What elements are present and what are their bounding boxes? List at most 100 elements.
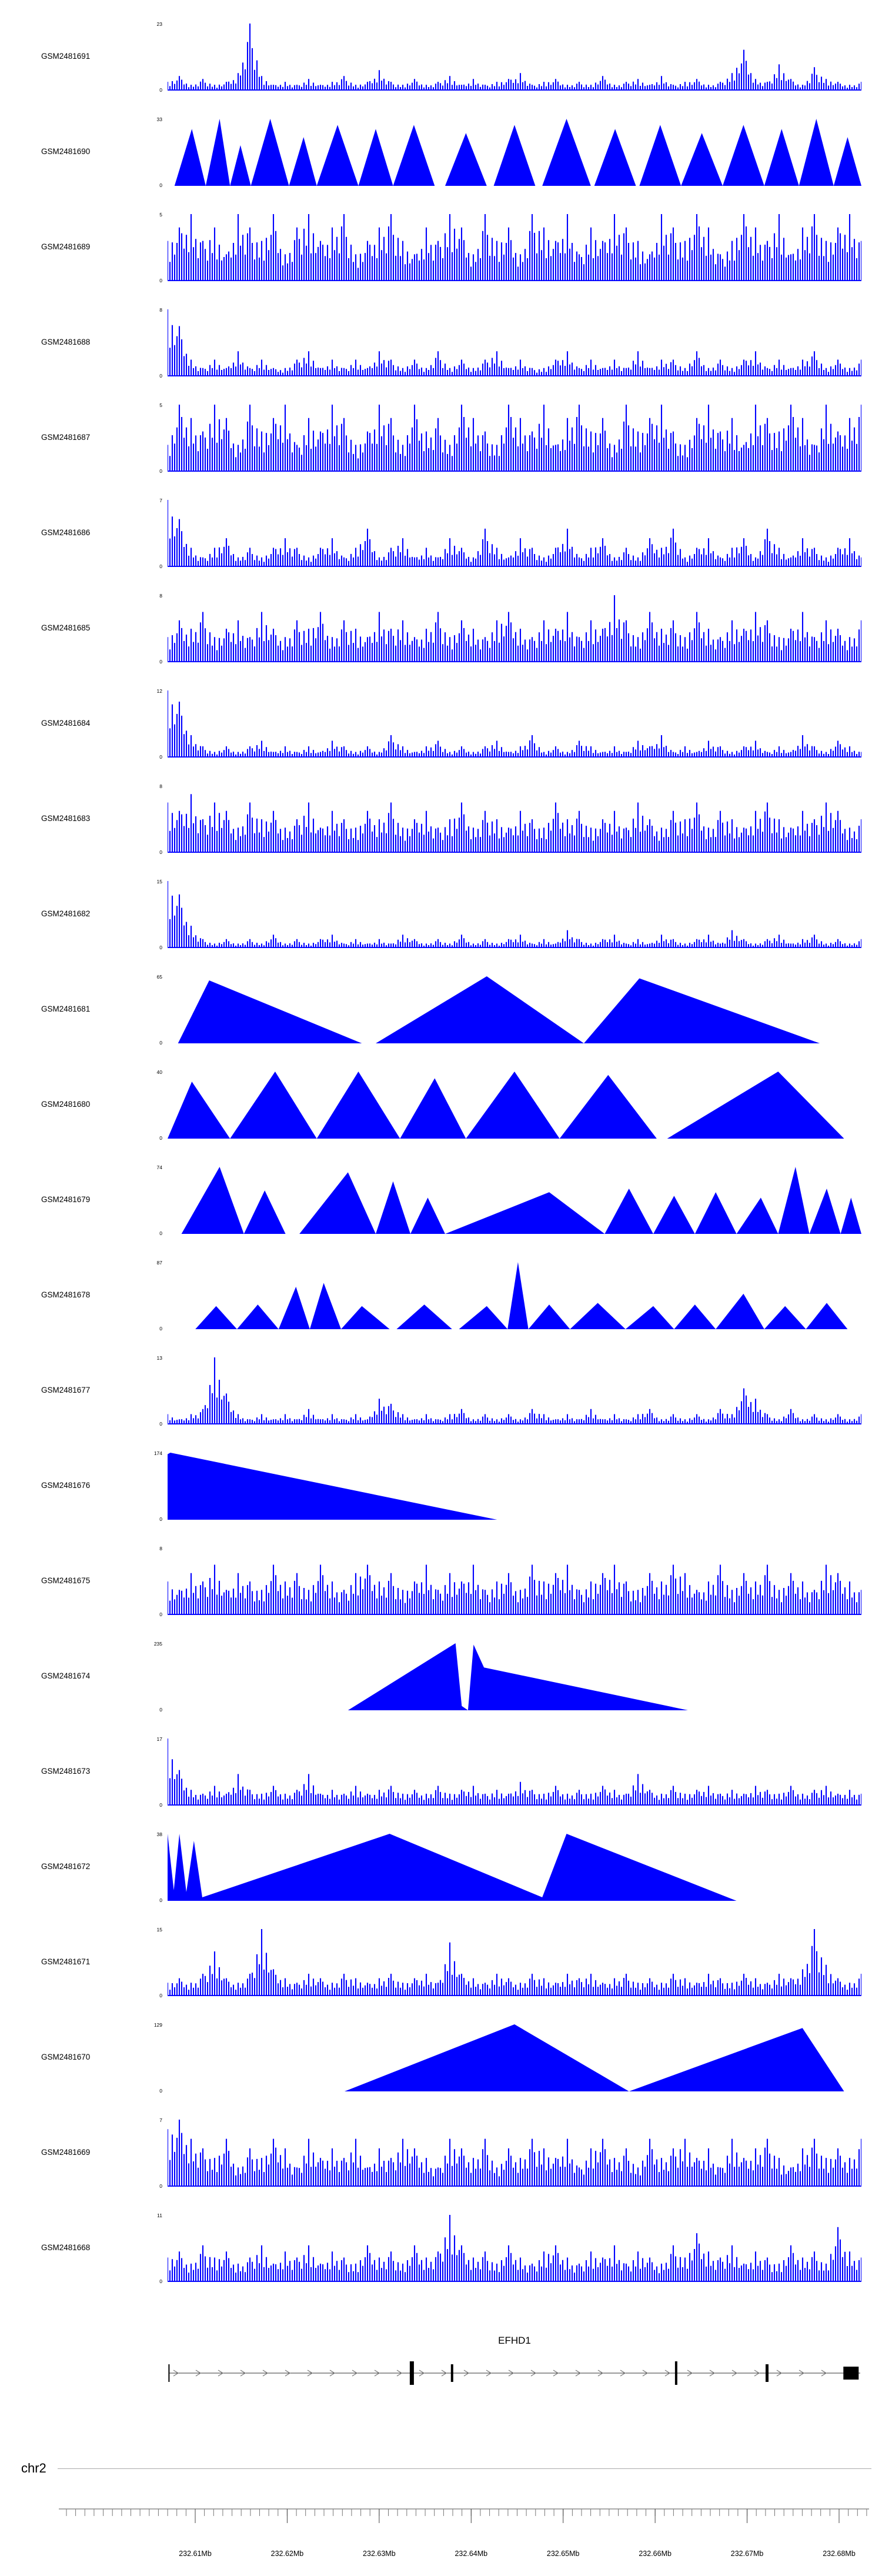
- signal-spikes: [168, 1929, 861, 1996]
- signal-peak: [466, 1072, 560, 1139]
- y-axis-zero-value: 0: [159, 1135, 162, 1141]
- signal-peak: [716, 1293, 764, 1329]
- track-label: GSM2481690: [41, 147, 91, 156]
- signal-plot: [168, 2120, 861, 2187]
- track-label: GSM2481672: [41, 1862, 91, 1871]
- y-axis-max-value: 5: [159, 212, 162, 218]
- signal-peak: [174, 129, 206, 186]
- axis-tick-label: 232.64Mb: [455, 2550, 487, 2558]
- track-row-GSM2481682: GSM2481682 15 0: [0, 879, 882, 950]
- strand-arrow-icon: [486, 2370, 492, 2377]
- signal-peak: [667, 1072, 844, 1139]
- track-label: GSM2481669: [41, 2148, 91, 2157]
- gene-exon: [450, 2364, 453, 2382]
- y-axis-zero-value: 0: [159, 1421, 162, 1427]
- strand-arrow-icon: [329, 2370, 336, 2377]
- track-row-GSM2481675: GSM2481675 8 0: [0, 1546, 882, 1617]
- gene-name-label: EFHD1: [498, 2335, 531, 2346]
- signal-plot: [168, 1739, 861, 1806]
- coordinate-ruler: 232.61Mb 232.62Mb 232.63Mb 232.64Mb 232.65Mb…: [59, 2508, 869, 2558]
- signal-peak: [723, 125, 764, 186]
- signal-spikes: [168, 2120, 861, 2187]
- y-axis-zero-value: 0: [159, 659, 162, 665]
- signal-plot: [348, 1643, 688, 1710]
- signal-spikes: [168, 690, 861, 758]
- signal-plot: [168, 881, 861, 948]
- signal-spikes: [168, 405, 861, 472]
- y-axis-max-value: 38: [156, 1831, 162, 1837]
- signal-peak: [459, 1306, 508, 1329]
- signal-plot: [195, 1262, 848, 1329]
- track-row-GSM2481669: GSM2481669 7 0: [0, 2117, 882, 2189]
- strand-arrow-icon: [620, 2370, 626, 2377]
- track-label: GSM2481682: [41, 909, 91, 918]
- signal-peak: [289, 137, 317, 186]
- signal-peak: [799, 119, 834, 186]
- signal-plot: [344, 2024, 844, 2091]
- strand-arrow-icon: [776, 2370, 783, 2377]
- track-row-GSM2481690: GSM2481690 33 0: [0, 116, 882, 188]
- y-axis-zero-value: 0: [159, 1993, 162, 1998]
- signal-peak: [237, 1304, 279, 1329]
- y-axis-zero-value: 0: [159, 278, 162, 283]
- strand-arrow-icon: [285, 2370, 291, 2377]
- signal-plot: [168, 24, 861, 91]
- signal-area: [348, 1643, 688, 1710]
- signal-peak: [694, 1192, 737, 1234]
- signal-peak: [243, 1190, 286, 1234]
- signal-peak: [341, 1306, 390, 1329]
- track-row-GSM2481678: GSM2481678 87 0: [0, 1260, 882, 1332]
- signal-peak: [344, 2024, 629, 2091]
- strand-arrow-icon: [262, 2370, 269, 2377]
- y-axis-zero-value: 0: [159, 754, 162, 760]
- signal-plot: [168, 794, 861, 853]
- track-label: GSM2481675: [41, 1576, 91, 1585]
- signal-peak: [309, 1283, 341, 1329]
- strand-arrow-icon: [396, 2370, 403, 2377]
- track-row-GSM2481670: GSM2481670 129 0: [0, 2022, 882, 2094]
- track-row-GSM2481674: GSM2481674 235 0: [0, 1641, 882, 1713]
- track-label: GSM2481681: [41, 1005, 91, 1013]
- signal-peak: [778, 1167, 810, 1234]
- signal-peak: [528, 1304, 570, 1329]
- y-axis-zero-value: 0: [159, 945, 162, 950]
- signal-peak: [594, 129, 636, 186]
- signal-peak: [316, 125, 359, 186]
- y-axis-zero-value: 0: [159, 1516, 162, 1522]
- track-label: GSM2481687: [41, 433, 91, 442]
- signal-peak: [584, 978, 820, 1043]
- track-row-GSM2481688: GSM2481688 8 0: [0, 307, 882, 379]
- signal-peak: [764, 1306, 806, 1329]
- signal-plot: [168, 1072, 844, 1139]
- axis-tick-label: 232.61Mb: [179, 2550, 212, 2558]
- strand-arrow-icon: [173, 2370, 179, 2377]
- track-row-GSM2481673: GSM2481673 17 0: [0, 1736, 882, 1808]
- signal-peak: [358, 129, 393, 186]
- signal-plot: [168, 2215, 861, 2282]
- track-label: GSM2481671: [41, 1957, 91, 1966]
- signal-plot: [168, 500, 861, 567]
- track-label: GSM2481678: [41, 1290, 91, 1299]
- strand-arrow-icon: [463, 2370, 470, 2377]
- strand-arrow-icon: [307, 2370, 313, 2377]
- track-row-GSM2481684: GSM2481684 12 0: [0, 688, 882, 760]
- track-label: GSM2481679: [41, 1195, 91, 1204]
- y-axis-max-value: 8: [159, 593, 162, 599]
- gene-exon: [674, 2361, 677, 2385]
- strand-arrow-icon: [441, 2370, 447, 2377]
- gene-exon: [843, 2367, 859, 2380]
- y-axis-max-value: 7: [159, 2117, 162, 2123]
- signal-area: [168, 1453, 861, 1520]
- track-row-GSM2481676: GSM2481676 174 0: [0, 1450, 882, 1522]
- signal-peak: [629, 2028, 844, 2091]
- signal-peak: [230, 1072, 317, 1139]
- signal-peak: [445, 1192, 605, 1234]
- axis-tick-label: 232.62Mb: [271, 2550, 304, 2558]
- strand-arrow-icon: [754, 2370, 760, 2377]
- axis-tick-label: 232.63Mb: [363, 2550, 396, 2558]
- strand-arrow-icon: [575, 2370, 582, 2377]
- signal-plot: [168, 405, 861, 472]
- signal-spikes: [168, 2215, 861, 2282]
- signal-plot: [168, 1834, 861, 1901]
- signal-peak: [806, 1303, 848, 1329]
